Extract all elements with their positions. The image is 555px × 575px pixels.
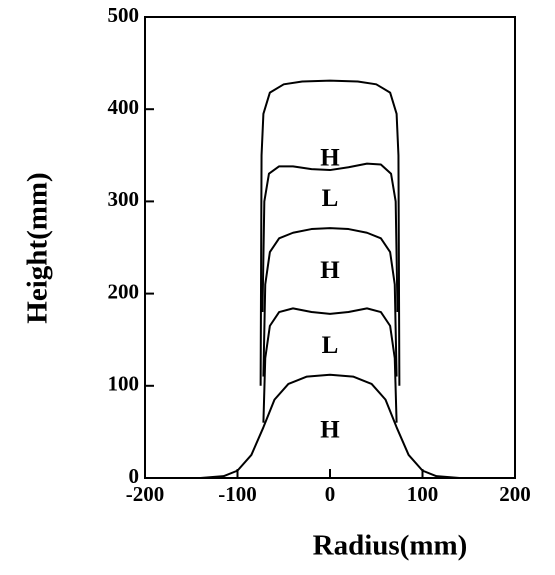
x-tick-label: -200 [126,482,165,506]
y-tick-label: 500 [108,3,140,27]
y-tick-label: 0 [129,464,140,488]
y-tick-label: 300 [108,187,140,211]
x-tick-label: -100 [218,482,257,506]
y-tick-label: 200 [108,279,140,303]
y-axis-title: Height(mm) [22,172,54,323]
boundary-line [261,162,399,313]
x-tick-label: 100 [407,482,439,506]
y-tick-label: 400 [108,95,140,119]
layer-label: H [320,417,340,444]
plot-frame [144,16,516,479]
layer-label: L [322,185,339,212]
x-axis-title: Radius(mm) [313,530,468,562]
layer-label: H [320,257,340,284]
y-tick-label: 100 [108,372,140,396]
x-tick-label: 0 [325,482,336,506]
layer-label: L [322,332,339,359]
boundary-line [262,307,398,423]
layer-label: H [320,145,340,172]
x-tick-label: 200 [499,482,531,506]
boundary-line [145,373,515,479]
boundary-line [262,227,398,377]
boundary-line [259,79,401,386]
